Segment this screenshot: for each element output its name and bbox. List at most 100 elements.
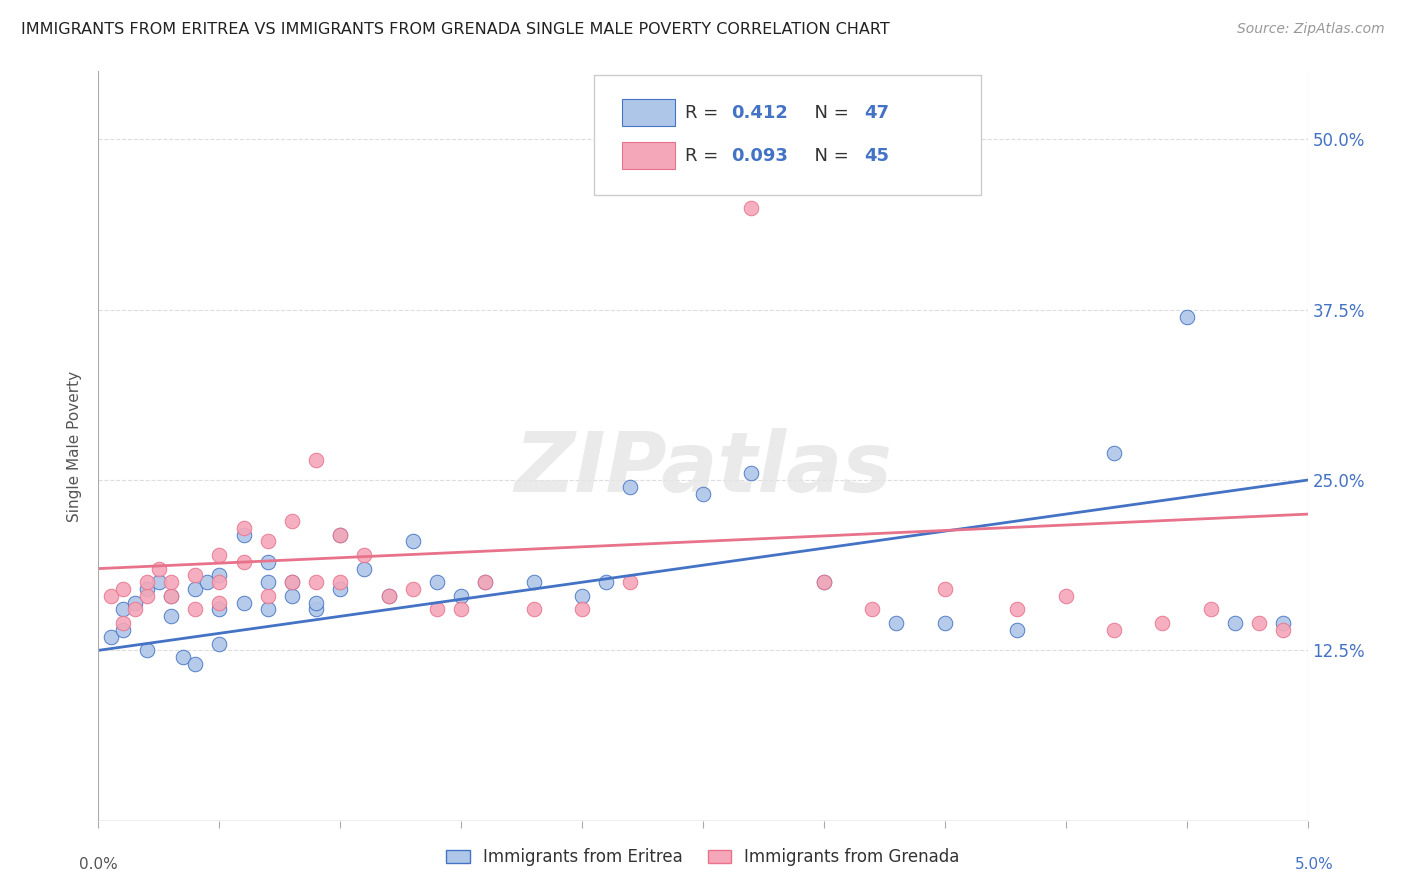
Point bbox=[813, 575, 835, 590]
Point bbox=[1249, 616, 1271, 631]
Point bbox=[184, 568, 207, 582]
Point bbox=[135, 643, 157, 657]
Point bbox=[692, 486, 714, 500]
Point bbox=[329, 582, 352, 596]
Point bbox=[934, 616, 956, 631]
Text: IMMIGRANTS FROM ERITREA VS IMMIGRANTS FROM GRENADA SINGLE MALE POVERTY CORRELATI: IMMIGRANTS FROM ERITREA VS IMMIGRANTS FR… bbox=[21, 22, 890, 37]
Point bbox=[256, 534, 278, 549]
Point bbox=[281, 575, 304, 590]
Point bbox=[135, 575, 157, 590]
Point bbox=[426, 602, 449, 616]
Point bbox=[232, 527, 254, 541]
Point bbox=[111, 623, 134, 637]
Point bbox=[1054, 589, 1077, 603]
Point bbox=[329, 527, 352, 541]
Point bbox=[184, 602, 207, 616]
Point bbox=[329, 575, 352, 590]
Point bbox=[353, 548, 375, 562]
Point bbox=[1007, 623, 1029, 637]
Point bbox=[160, 575, 183, 590]
Point bbox=[281, 589, 304, 603]
Point bbox=[571, 602, 593, 616]
Point bbox=[740, 467, 762, 481]
Point bbox=[256, 589, 278, 603]
Point bbox=[124, 602, 146, 616]
Point bbox=[208, 575, 231, 590]
Point bbox=[305, 452, 328, 467]
Point bbox=[1007, 602, 1029, 616]
Point bbox=[402, 534, 425, 549]
Point bbox=[474, 575, 496, 590]
Point bbox=[184, 657, 207, 671]
Point bbox=[111, 602, 134, 616]
Point bbox=[571, 589, 593, 603]
Point bbox=[232, 555, 254, 569]
Point bbox=[1102, 623, 1125, 637]
Point bbox=[402, 582, 425, 596]
Point bbox=[886, 616, 908, 631]
Point bbox=[256, 602, 278, 616]
Point bbox=[184, 582, 207, 596]
Point bbox=[232, 521, 254, 535]
Point bbox=[450, 589, 472, 603]
Point bbox=[377, 589, 399, 603]
Point bbox=[1272, 623, 1295, 637]
FancyBboxPatch shape bbox=[621, 99, 675, 126]
Point bbox=[619, 480, 641, 494]
Point bbox=[208, 636, 231, 650]
Point bbox=[208, 568, 231, 582]
Point bbox=[100, 589, 122, 603]
Point bbox=[1175, 310, 1198, 324]
Text: 0.093: 0.093 bbox=[731, 147, 787, 165]
Point bbox=[305, 575, 328, 590]
Point bbox=[1223, 616, 1246, 631]
Point bbox=[523, 602, 546, 616]
Y-axis label: Single Male Poverty: Single Male Poverty bbox=[67, 370, 83, 522]
Text: ZIPatlas: ZIPatlas bbox=[515, 428, 891, 509]
Point bbox=[1199, 602, 1222, 616]
Text: Source: ZipAtlas.com: Source: ZipAtlas.com bbox=[1237, 22, 1385, 37]
Point bbox=[208, 548, 231, 562]
Text: 47: 47 bbox=[863, 104, 889, 122]
Text: N =: N = bbox=[803, 147, 855, 165]
Point bbox=[111, 616, 134, 631]
Text: 45: 45 bbox=[863, 147, 889, 165]
Legend: Immigrants from Eritrea, Immigrants from Grenada: Immigrants from Eritrea, Immigrants from… bbox=[440, 842, 966, 873]
Point bbox=[523, 575, 546, 590]
Point bbox=[860, 602, 883, 616]
Text: 5.0%: 5.0% bbox=[1295, 857, 1334, 872]
Point bbox=[208, 602, 231, 616]
Point bbox=[281, 575, 304, 590]
Point bbox=[377, 589, 399, 603]
Point bbox=[172, 650, 194, 665]
Point bbox=[160, 589, 183, 603]
Point bbox=[256, 555, 278, 569]
Point bbox=[619, 575, 641, 590]
Point bbox=[1152, 616, 1174, 631]
Point bbox=[329, 527, 352, 541]
Point bbox=[1102, 446, 1125, 460]
Point bbox=[160, 589, 183, 603]
Point bbox=[450, 602, 472, 616]
Point bbox=[135, 589, 157, 603]
Text: 0.412: 0.412 bbox=[731, 104, 787, 122]
Text: N =: N = bbox=[803, 104, 855, 122]
Point bbox=[195, 575, 218, 590]
Point bbox=[135, 582, 157, 596]
Text: 0.0%: 0.0% bbox=[79, 857, 118, 872]
Point bbox=[305, 596, 328, 610]
Point bbox=[1272, 616, 1295, 631]
Point bbox=[111, 582, 134, 596]
Point bbox=[148, 575, 170, 590]
Point bbox=[160, 609, 183, 624]
Point bbox=[813, 575, 835, 590]
Point bbox=[208, 596, 231, 610]
Text: R =: R = bbox=[685, 147, 724, 165]
Point bbox=[124, 596, 146, 610]
Point bbox=[474, 575, 496, 590]
Point bbox=[353, 561, 375, 575]
Point bbox=[232, 596, 254, 610]
Text: R =: R = bbox=[685, 104, 724, 122]
Point bbox=[692, 173, 714, 187]
Point bbox=[740, 201, 762, 215]
